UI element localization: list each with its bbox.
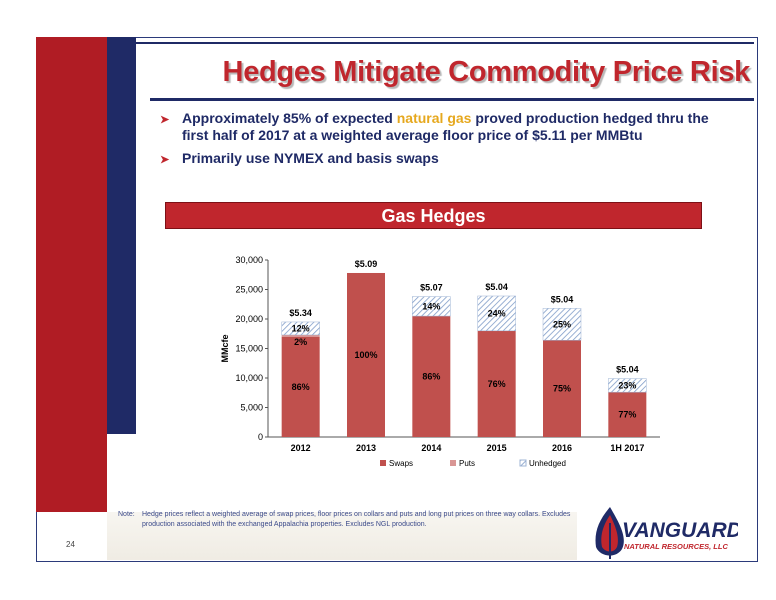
bullet-list: ➤ Approximately 85% of expected natural … <box>160 110 720 173</box>
arrow-bullet-icon: ➤ <box>160 114 170 126</box>
legend-label: Unhedged <box>529 459 566 468</box>
y-tick-label: 10,000 <box>235 373 263 383</box>
unhedged-label: 23% <box>618 380 636 390</box>
x-tick-label: 2013 <box>356 443 376 453</box>
y-tick-label: 0 <box>258 432 263 442</box>
x-tick-label: 1H 2017 <box>610 443 644 453</box>
bar-swaps-2 <box>412 316 451 437</box>
x-tick-label: 2015 <box>487 443 507 453</box>
price-label: $5.09 <box>355 259 378 269</box>
bar-swaps-3 <box>477 330 516 437</box>
price-label: $5.34 <box>289 308 312 318</box>
bar-swaps-4 <box>543 340 581 437</box>
y-tick-label: 5,000 <box>240 403 263 413</box>
bar-swaps-1 <box>347 272 385 437</box>
bar-unhedged-2 <box>412 296 451 317</box>
legend-swatch <box>450 460 456 466</box>
arrow-bullet-icon: ➤ <box>160 154 170 166</box>
bar-unhedged-3 <box>477 295 516 332</box>
logo-subtitle: NATURAL RESOURCES, LLC <box>624 542 728 551</box>
bullet-text: Primarily use NYMEX and basis swaps <box>182 150 439 166</box>
title-rule <box>150 98 754 101</box>
left-red-bar <box>36 37 107 512</box>
chart-banner: Gas Hedges <box>165 202 702 229</box>
price-label: $5.04 <box>616 365 639 375</box>
bar-swaps-0 <box>281 336 320 437</box>
slide-title: Hedges Mitigate Commodity Price Risk <box>222 56 751 88</box>
bar-unhedged-5 <box>608 378 647 393</box>
bar-puts-0 <box>281 334 320 337</box>
price-label: $5.04 <box>485 282 508 292</box>
bar-unhedged-4 <box>542 308 582 341</box>
price-label: $5.07 <box>420 283 443 293</box>
left-navy-bar <box>107 37 136 434</box>
unhedged-label: 14% <box>422 301 440 311</box>
vanguard-logo: VANGUARD NATURAL RESOURCES, LLC <box>595 507 738 559</box>
swaps-label: 100% <box>354 350 377 360</box>
bar-unhedged-0 <box>281 321 320 336</box>
bullet-item: ➤ Primarily use NYMEX and basis swaps <box>160 150 720 167</box>
bullet-text-pre: Approximately 85% of expected <box>182 110 397 126</box>
y-tick-label: 30,000 <box>235 255 263 265</box>
bullet-text-post: proved production hedged thru the first … <box>182 110 709 143</box>
y-tick-label: 15,000 <box>235 344 263 354</box>
top-rule <box>136 42 754 44</box>
page-number: 24 <box>66 540 75 549</box>
legend-swatch <box>380 460 386 466</box>
bullet-highlight: natural gas <box>396 110 472 126</box>
bar-swaps-5 <box>608 392 647 437</box>
swaps-label: 76% <box>488 379 506 389</box>
legend-label: Puts <box>459 459 475 468</box>
legend-swatch <box>519 459 527 467</box>
x-tick-label: 2016 <box>552 443 572 453</box>
unhedged-label: 12% <box>292 323 310 333</box>
bottom-band <box>107 512 577 560</box>
footnote-text: Hedge prices reflect a weighted average … <box>142 511 571 528</box>
unhedged-label: 25% <box>553 319 571 329</box>
x-tick-label: 2014 <box>421 443 441 453</box>
legend-label: Swaps <box>389 459 413 468</box>
x-tick-label: 2012 <box>291 443 311 453</box>
bullet-item: ➤ Approximately 85% of expected natural … <box>160 110 720 144</box>
swaps-label: 75% <box>553 384 571 394</box>
footnote-label: Note: <box>118 511 135 518</box>
y-tick-label: 25,000 <box>235 285 263 295</box>
gas-hedges-chart: 0 5,000 10,000 15,000 20,000 25,000 30,000 MMcf… <box>220 255 660 468</box>
price-label: $5.04 <box>551 294 574 304</box>
puts-label: 2% <box>294 337 307 347</box>
swaps-label: 77% <box>618 410 636 420</box>
swaps-label: 86% <box>292 382 310 392</box>
logo-name: VANGUARD <box>622 519 738 542</box>
y-tick-label: 20,000 <box>235 314 263 324</box>
unhedged-label: 24% <box>488 308 506 318</box>
y-axis-label: MMcfe <box>220 334 230 362</box>
swaps-label: 86% <box>422 372 440 382</box>
